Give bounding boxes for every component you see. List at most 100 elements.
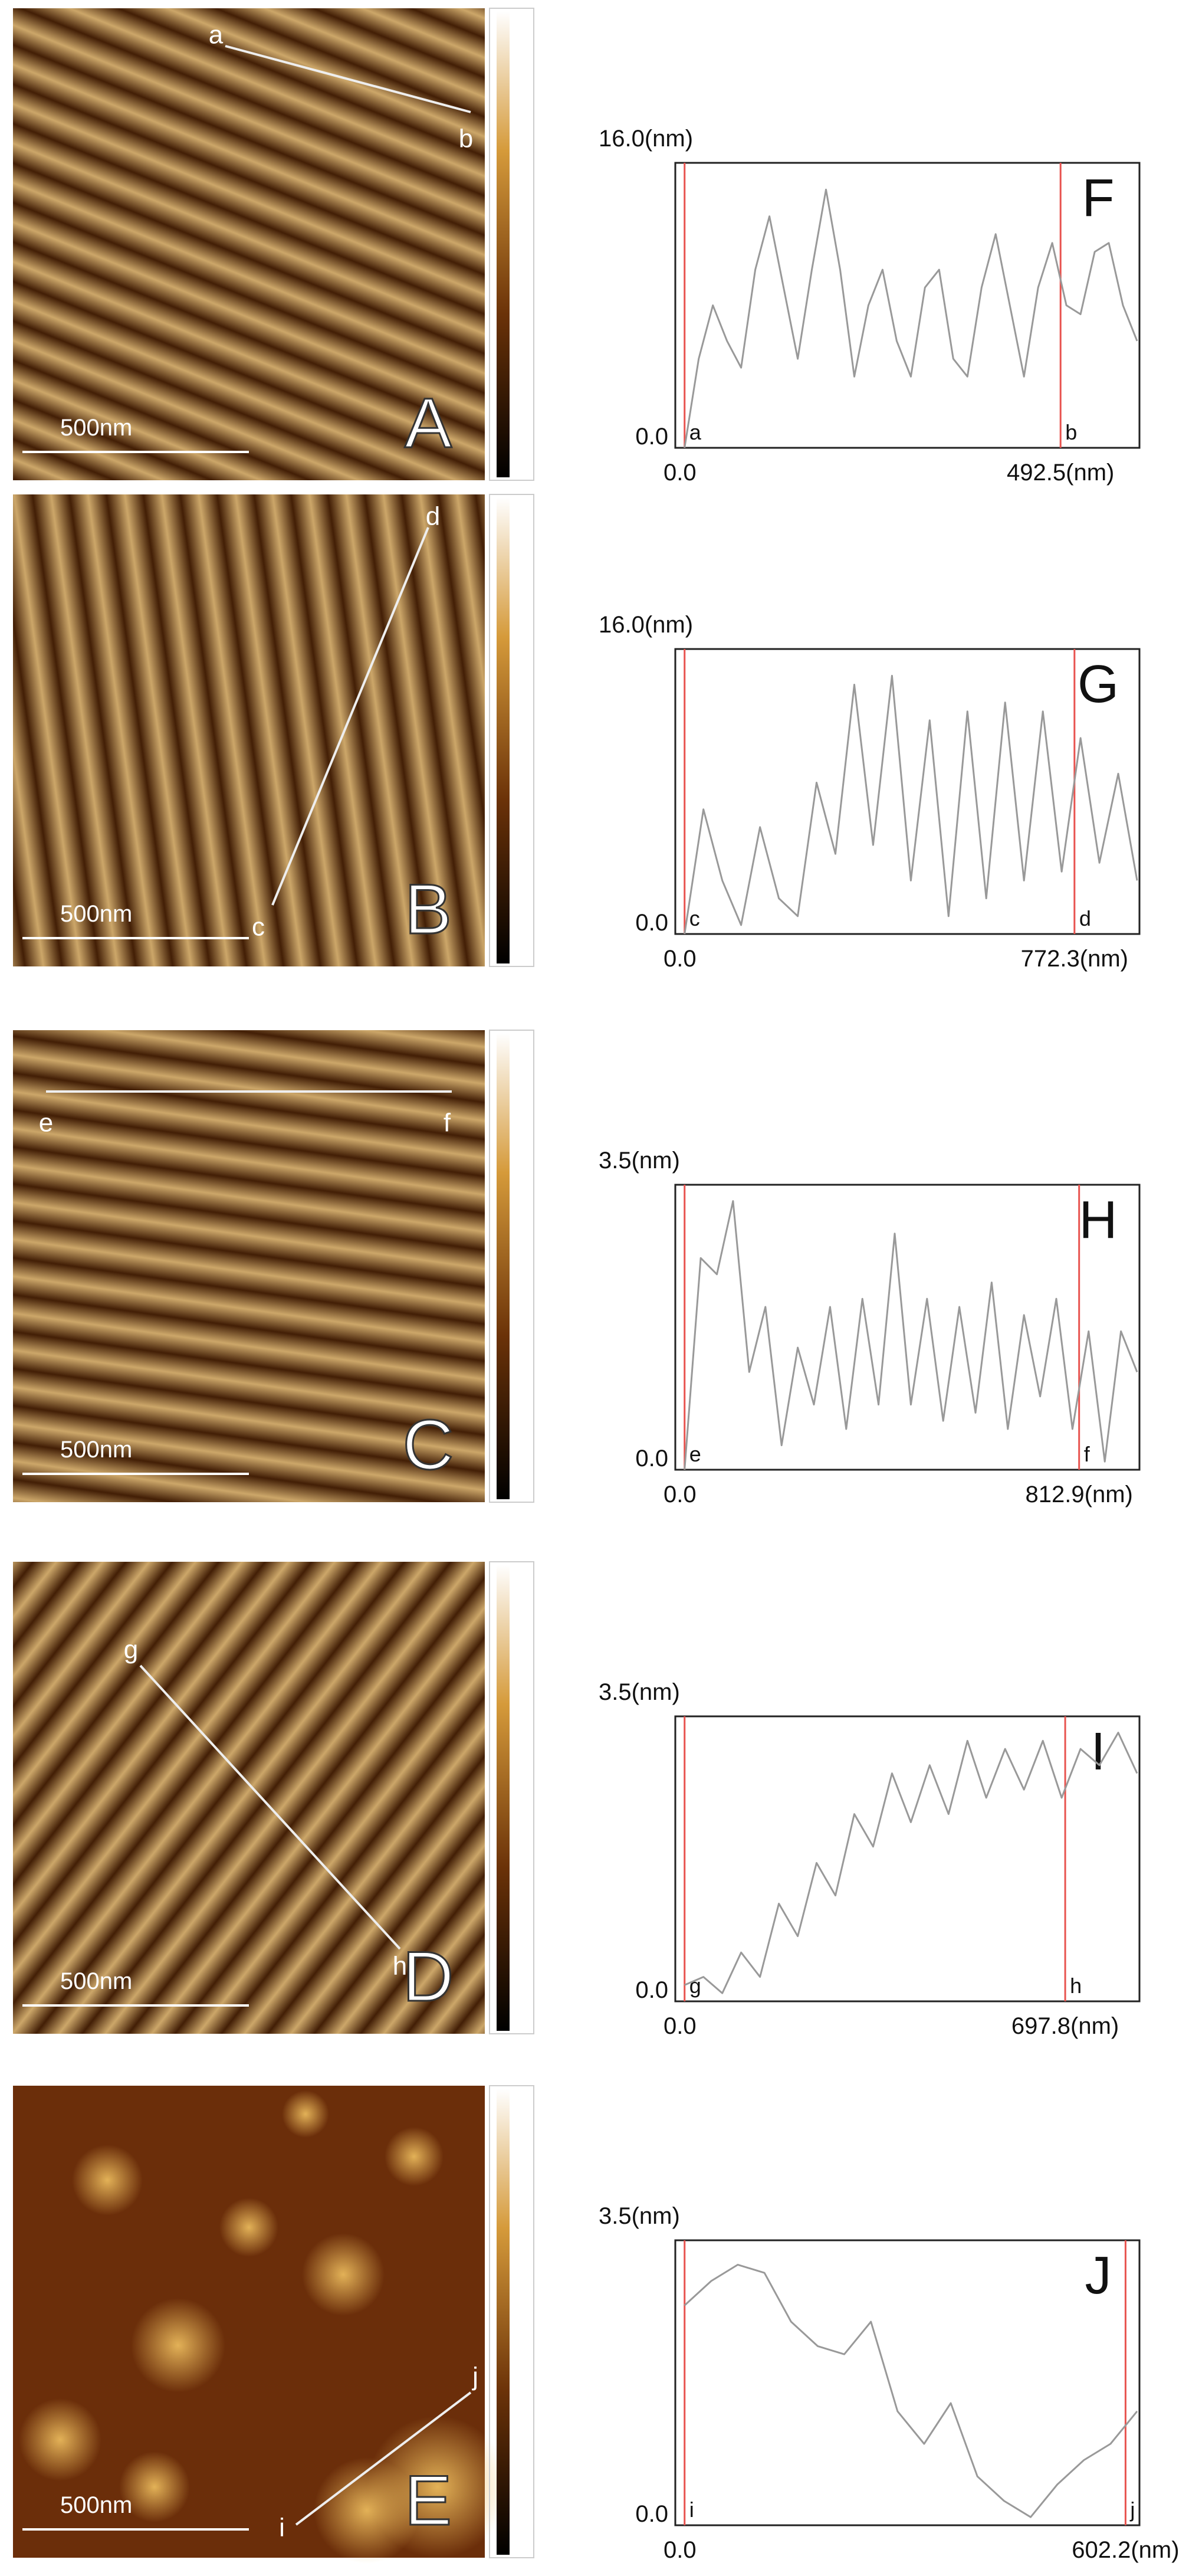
y-tick-label: 0.0 xyxy=(635,1446,668,1471)
end-label: h xyxy=(393,1952,407,1981)
afm-image xyxy=(13,1562,485,2034)
afm-blob xyxy=(19,2398,101,2481)
profile-line xyxy=(295,2391,472,2526)
x-tick-label: 772.3(nm) xyxy=(1021,946,1128,972)
plot-frame xyxy=(674,1184,1141,1471)
colorbar xyxy=(497,11,510,477)
cursor-end-label: b xyxy=(1065,420,1077,444)
profile-curve xyxy=(684,2263,1138,2518)
scale-bar-label: 500nm xyxy=(60,901,132,927)
profile-curve xyxy=(684,674,1138,935)
y-tick-label: 0.0 xyxy=(635,2501,668,2527)
x-tick-label: 0.0 xyxy=(664,2537,697,2563)
y-tick-label: 0.0 xyxy=(635,1977,668,2003)
panel: i j 500nm E 0.0 3.5(nm) 0.0 602.2(nm) i j J xyxy=(13,2085,1180,2564)
afm-shade xyxy=(13,494,485,966)
cursor-end-label: d xyxy=(1079,906,1091,930)
afm-blob xyxy=(219,2198,278,2257)
image-label: B xyxy=(405,870,452,949)
image-label: A xyxy=(405,384,452,463)
x-tick-label: 492.5(nm) xyxy=(1007,460,1114,486)
y-tick-label: 0.0 xyxy=(635,424,668,450)
start-label: e xyxy=(39,1109,53,1138)
image-label: C xyxy=(403,1405,454,1484)
colorbar-frame xyxy=(489,1561,534,2034)
profile-label: F xyxy=(1082,169,1115,228)
end-label: j xyxy=(471,2362,478,2391)
y-tick-label: 3.5(nm) xyxy=(599,2203,680,2229)
end-label: d xyxy=(426,502,440,531)
cursor-end-label: h xyxy=(1070,1974,1082,1998)
afm-image xyxy=(13,8,485,480)
y-tick-label: 3.5(nm) xyxy=(599,1148,680,1174)
afm-blob xyxy=(119,2452,190,2522)
x-tick-label: 812.9(nm) xyxy=(1026,1482,1133,1507)
colorbar-frame xyxy=(489,8,534,481)
scale-bar-label: 500nm xyxy=(60,1968,132,1994)
colorbar-frame xyxy=(489,494,534,967)
image-label: D xyxy=(403,1937,454,2016)
cursor-start-label: g xyxy=(689,1974,701,1998)
colorbar-frame xyxy=(489,2085,534,2558)
panel: c d 500nm B 0.0 16.0(nm) 0.0 772.3(nm) c d G xyxy=(13,494,1141,972)
plot-frame xyxy=(674,1715,1141,2003)
profile-label: J xyxy=(1085,2246,1112,2305)
start-label: a xyxy=(209,21,224,50)
start-label: c xyxy=(252,913,265,942)
cursor-start-label: a xyxy=(689,420,702,444)
colorbar xyxy=(497,497,510,963)
y-tick-label: 3.5(nm) xyxy=(599,1679,680,1705)
colorbar-frame xyxy=(489,1030,534,1503)
profile-curve xyxy=(684,1200,1138,1470)
image-label: E xyxy=(405,2461,452,2540)
x-tick-label: 0.0 xyxy=(664,946,697,972)
scale-bar-label: 500nm xyxy=(60,2492,132,2518)
afm-image xyxy=(13,1030,485,1502)
cursor-end-label: j xyxy=(1129,2498,1135,2522)
panel: a b 500nm A 0.0 16.0(nm) 0.0 492.5(nm) a b F xyxy=(13,8,1141,486)
profile-line xyxy=(225,45,471,113)
afm-shade xyxy=(13,1562,485,2034)
profile-label: G xyxy=(1078,655,1119,714)
profile-line xyxy=(271,527,429,906)
afm-blob xyxy=(72,2145,143,2216)
colorbar xyxy=(497,2089,510,2555)
colorbar xyxy=(497,1033,510,1499)
y-tick-label: 16.0(nm) xyxy=(599,612,693,638)
end-label: b xyxy=(459,124,473,153)
panel: e f 500nm C 0.0 3.5(nm) 0.0 812.9(nm) e f H xyxy=(13,1030,1141,1507)
scale-bar-label: 500nm xyxy=(60,1437,132,1463)
afm-shade xyxy=(13,8,485,480)
y-tick-label: 0.0 xyxy=(635,910,668,936)
afm-blob xyxy=(314,2457,420,2564)
x-tick-label: 0.0 xyxy=(664,460,697,486)
afm-blob xyxy=(131,2298,225,2393)
cursor-start-label: i xyxy=(689,2498,694,2522)
start-label: i xyxy=(279,2513,285,2542)
x-tick-label: 602.2(nm) xyxy=(1072,2537,1179,2563)
panel: g h 500nm D 0.0 3.5(nm) 0.0 697.8(nm) g h I xyxy=(13,1561,1141,2039)
plot-frame xyxy=(674,648,1141,935)
afm-image xyxy=(13,494,485,966)
afm-blob xyxy=(282,2090,329,2138)
plot-frame xyxy=(674,2239,1141,2526)
cursor-end-label: f xyxy=(1084,1442,1091,1466)
x-tick-label: 0.0 xyxy=(664,2013,697,2039)
x-tick-label: 697.8(nm) xyxy=(1011,2013,1119,2039)
scale-bar-label: 500nm xyxy=(60,415,132,441)
profile-label: H xyxy=(1079,1191,1118,1250)
colorbar xyxy=(497,1565,510,2031)
profile-curve xyxy=(684,1732,1138,1994)
end-label: f xyxy=(444,1109,451,1138)
afm-shade xyxy=(13,1030,485,1502)
start-label: g xyxy=(124,1636,138,1664)
profile-line xyxy=(139,1664,401,1950)
x-tick-label: 0.0 xyxy=(664,1482,697,1507)
afm-blob xyxy=(385,2127,444,2186)
cursor-start-label: e xyxy=(689,1442,701,1466)
profile-label: I xyxy=(1091,1722,1105,1781)
y-tick-label: 16.0(nm) xyxy=(599,126,693,152)
cursor-start-label: c xyxy=(689,906,700,930)
plot-frame xyxy=(674,162,1141,449)
